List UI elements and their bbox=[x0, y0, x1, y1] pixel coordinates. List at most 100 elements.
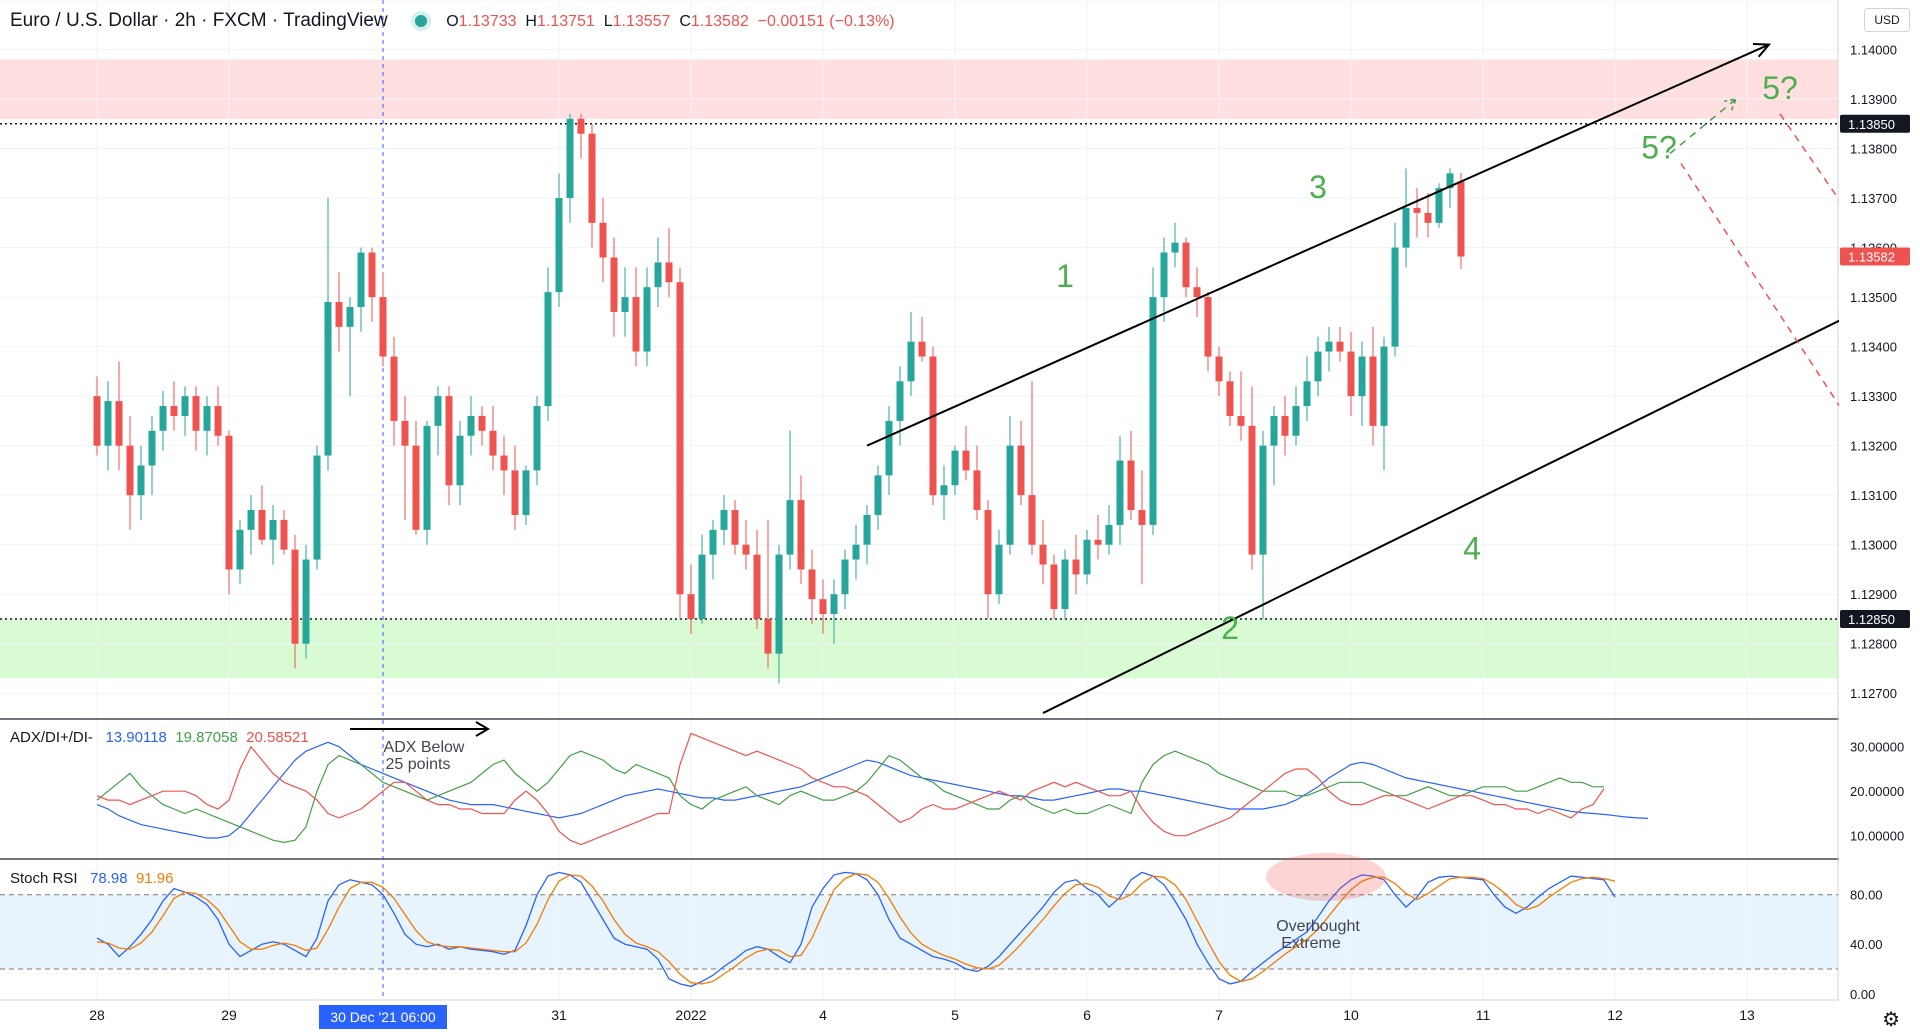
high-label: H bbox=[525, 13, 537, 30]
candle-body bbox=[1193, 287, 1201, 298]
candle-body bbox=[203, 406, 211, 431]
candle-body bbox=[1226, 381, 1234, 416]
crosshair-time-badge bbox=[319, 1005, 447, 1029]
stoch-k-value: 78.98 bbox=[90, 870, 128, 887]
price-tick-label: 1.13100 bbox=[1850, 488, 1897, 503]
stoch-legend[interactable]: Stoch RSI 78.98 91.96 bbox=[10, 870, 173, 887]
open-value: 1.13733 bbox=[458, 13, 517, 30]
candle-body bbox=[104, 401, 112, 446]
candle-body bbox=[357, 252, 365, 308]
price-tick-label: 1.13800 bbox=[1850, 142, 1897, 157]
candle-body bbox=[643, 287, 651, 352]
candle-body bbox=[1116, 460, 1124, 525]
candle-body bbox=[599, 222, 607, 258]
candle-body bbox=[1171, 242, 1179, 253]
candle-body bbox=[291, 549, 299, 644]
candle-body bbox=[1347, 351, 1355, 397]
candle-body bbox=[907, 341, 915, 382]
candle-body bbox=[1094, 539, 1102, 545]
support-zone bbox=[0, 618, 1838, 679]
price-label-text: 1.13850 bbox=[1848, 117, 1895, 132]
candle-body bbox=[1292, 406, 1300, 436]
wave-label: 5? bbox=[1762, 70, 1798, 106]
candle-body bbox=[896, 381, 904, 421]
stoch-annotation-line2: Extreme bbox=[1281, 935, 1341, 952]
candle-body bbox=[544, 292, 552, 407]
candle-body bbox=[313, 455, 321, 560]
candle-body bbox=[1259, 445, 1267, 555]
wave-label: 5? bbox=[1641, 129, 1677, 165]
time-tick-label: 4 bbox=[819, 1007, 827, 1023]
candle-body bbox=[93, 396, 101, 446]
candle-body bbox=[1006, 445, 1014, 545]
candle-body bbox=[995, 544, 1003, 595]
candle-body bbox=[335, 302, 343, 327]
candle-body bbox=[742, 544, 750, 555]
stoch-d-value: 91.96 bbox=[135, 870, 174, 887]
candle-body bbox=[588, 133, 596, 223]
time-tick-label: 11 bbox=[1476, 1007, 1491, 1023]
price-axis: 1.12700 1.12800 1.12900 1.13000 1.13100 1.132… bbox=[1839, 0, 1920, 1032]
gridlines bbox=[0, 0, 1920, 1001]
time-tick-label: 5 bbox=[951, 1007, 959, 1023]
stoch-tick-label: 0.00 bbox=[1850, 987, 1875, 1002]
price-tick-label: 1.12700 bbox=[1850, 686, 1897, 701]
wave-label: 1 bbox=[1056, 258, 1074, 294]
candle-body bbox=[522, 470, 530, 515]
high-value: 1.13751 bbox=[536, 13, 595, 30]
candle-body bbox=[368, 252, 376, 298]
candle-body bbox=[181, 396, 189, 416]
price-tick-label: 1.13900 bbox=[1850, 92, 1897, 107]
crosshair-time-label: 30 Dec '21 06:00 bbox=[330, 1009, 436, 1025]
price-tick-label: 1.12800 bbox=[1850, 637, 1897, 652]
candle-body bbox=[918, 341, 926, 357]
adx-series-di bbox=[96, 750, 1604, 844]
price-label-text: 1.13582 bbox=[1848, 249, 1895, 264]
currency-button[interactable]: USD bbox=[1864, 8, 1910, 32]
candle-body bbox=[566, 118, 574, 199]
time-tick-label: 28 bbox=[89, 1007, 105, 1023]
adx-annotation-line2: 25 points bbox=[386, 756, 451, 773]
candle-body bbox=[137, 465, 145, 496]
candle-body bbox=[456, 435, 464, 486]
ohlc-values: O1.13733 H1.13751 L1.13557 C1.13582 −0.0… bbox=[446, 13, 894, 30]
open-label: O bbox=[446, 13, 459, 30]
horizontal-levels bbox=[0, 0, 1838, 1000]
candle-body bbox=[126, 445, 134, 496]
candle-body bbox=[797, 500, 805, 570]
candle-body bbox=[951, 450, 959, 486]
stoch-tick-label: 80.00 bbox=[1850, 888, 1883, 903]
stoch-annotation-line1: Overbought bbox=[1276, 918, 1360, 935]
candle-body bbox=[863, 514, 871, 545]
time-tick-label: 2022 bbox=[675, 1007, 706, 1023]
candle-body bbox=[709, 529, 717, 555]
candle-body bbox=[467, 415, 475, 436]
candle-body bbox=[434, 396, 442, 426]
stoch-tick-label: 40.00 bbox=[1850, 937, 1883, 952]
candle-body bbox=[555, 198, 563, 293]
candle-body bbox=[1270, 415, 1278, 446]
adx-title: ADX/DI+/DI- bbox=[10, 729, 93, 746]
candle-body bbox=[676, 282, 684, 595]
price-label-level bbox=[1840, 114, 1910, 133]
stoch-series-d bbox=[96, 872, 1616, 985]
symbol-title[interactable]: Euro / U.S. Dollar · 2h · FXCM · Trading… bbox=[10, 10, 388, 31]
candle-body bbox=[753, 554, 761, 619]
adx-tick-label: 30.00000 bbox=[1850, 740, 1904, 755]
time-axis: 28 29 31 2022 4 5 6 7 10 11 12 13 30 Dec '21 06:00 bbox=[89, 1005, 1755, 1029]
candle-body bbox=[412, 445, 420, 530]
candle-body bbox=[500, 455, 508, 471]
candle-body bbox=[1314, 351, 1322, 382]
candle-body bbox=[346, 307, 354, 327]
candle-body bbox=[665, 262, 673, 283]
di-plus-value: 19.87058 bbox=[175, 729, 238, 746]
settings-gear-icon[interactable]: ⚙ bbox=[1882, 1009, 1900, 1031]
adx-legend[interactable]: ADX/DI+/DI- 13.90118 19.87058 20.58521 bbox=[10, 729, 309, 746]
stoch-band bbox=[0, 894, 1838, 970]
candle-body bbox=[1138, 510, 1146, 525]
candle-body bbox=[1358, 356, 1366, 397]
market-status-icon bbox=[414, 15, 427, 27]
candle-body bbox=[1303, 381, 1311, 407]
